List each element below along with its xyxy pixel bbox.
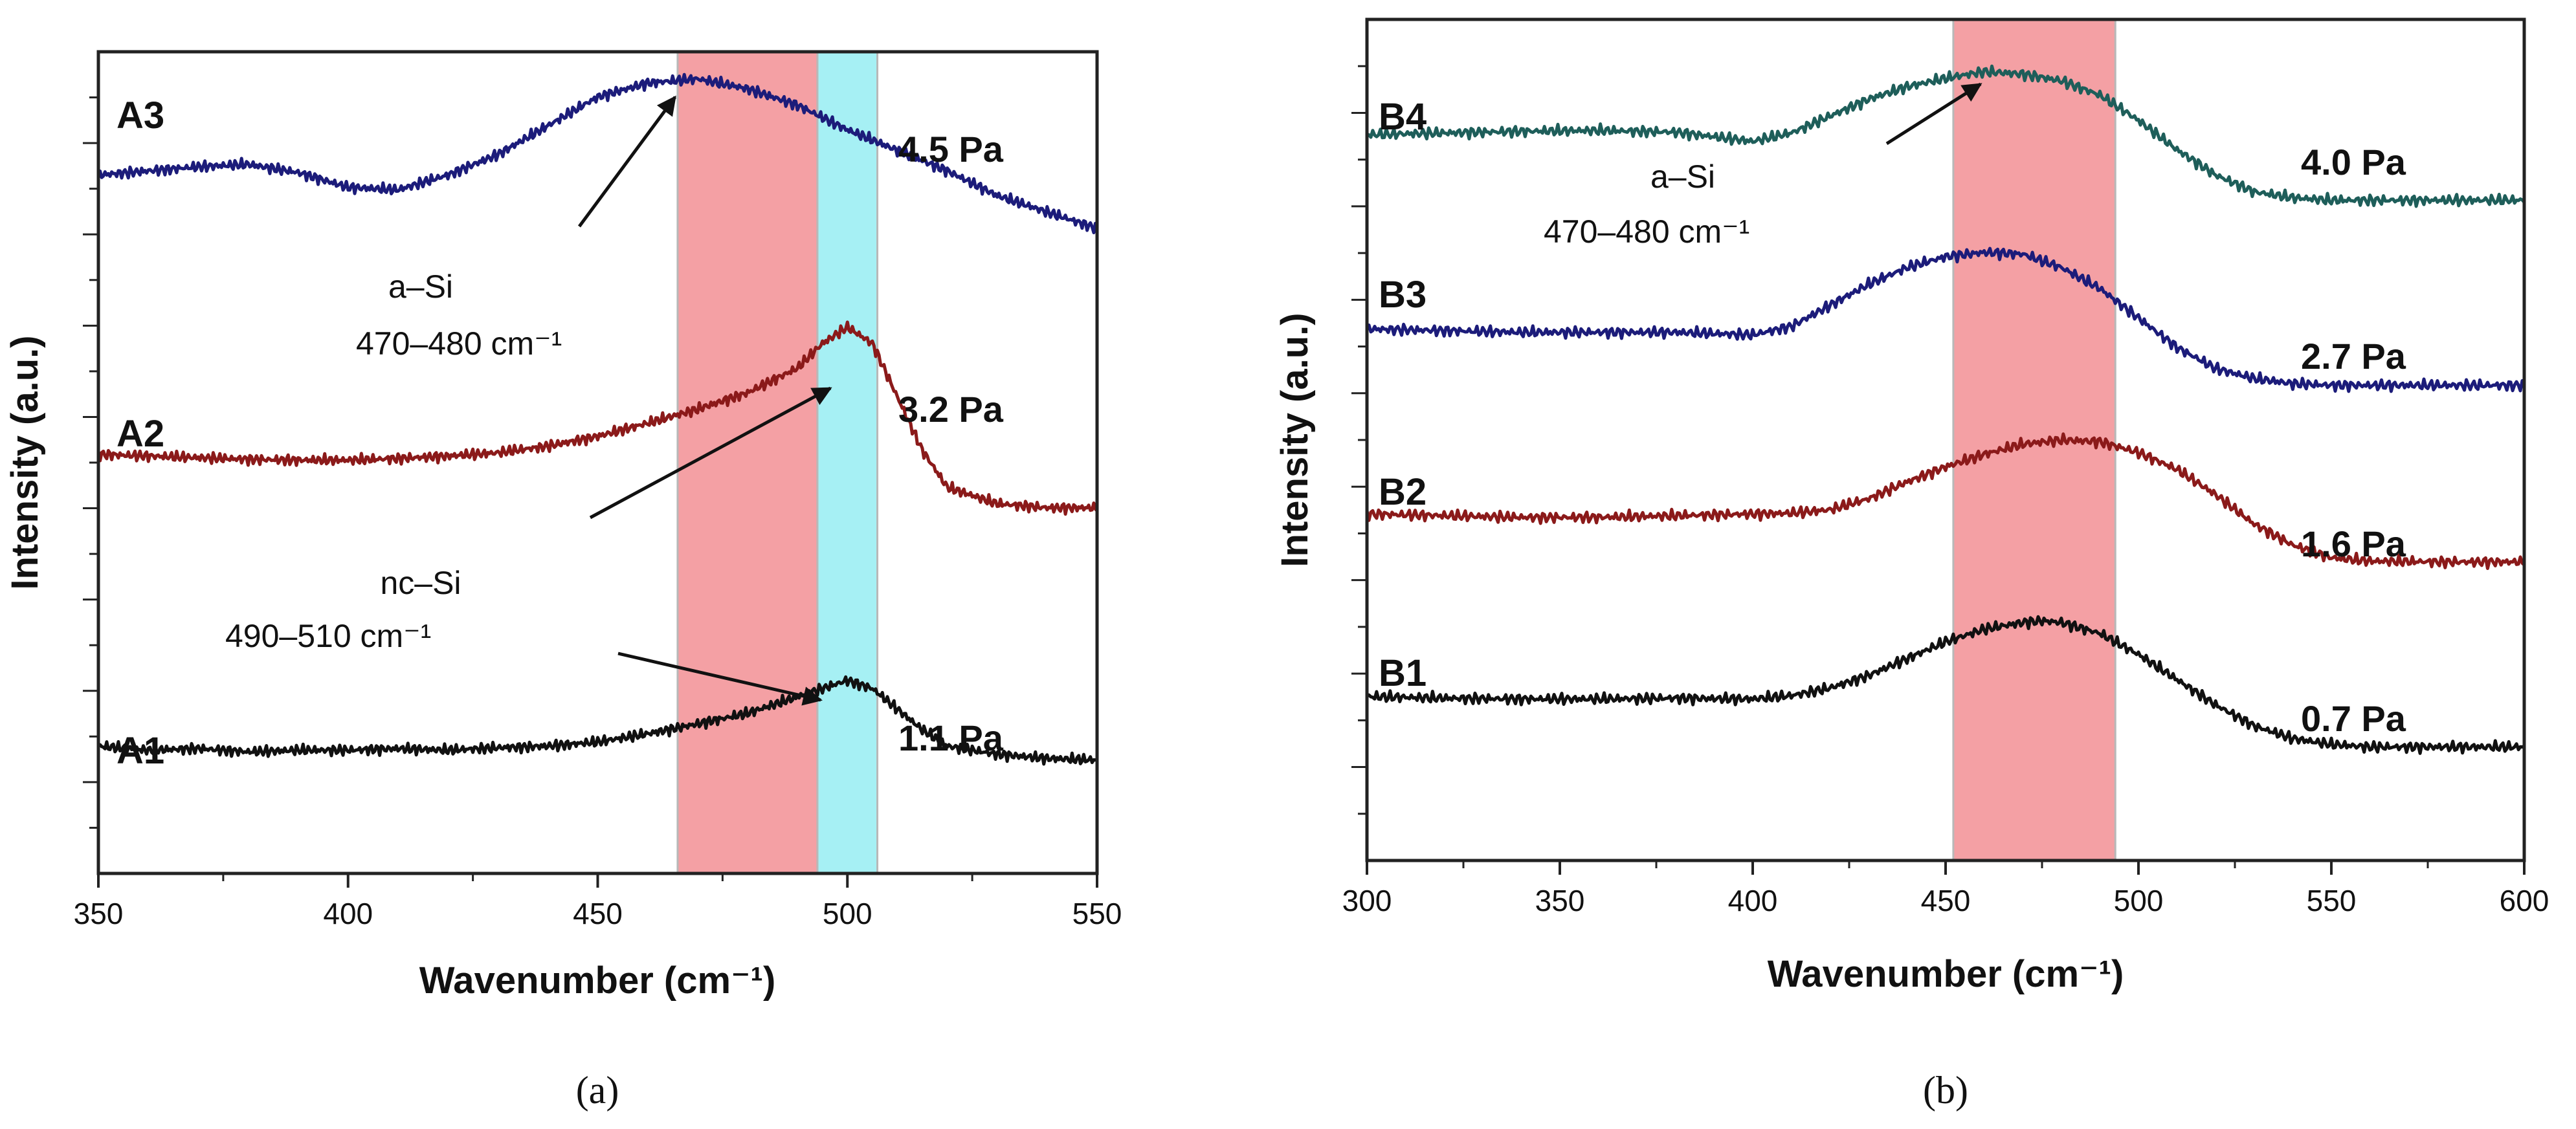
b-caption: (b) — [1923, 1069, 1968, 1112]
b-series-b1 — [1366, 615, 2526, 755]
b-x-ticks: 300 350 400 450 500 550 600 — [1342, 860, 2549, 917]
b-pressure-b4: 4.0 Pa — [2301, 142, 2406, 182]
a-series-a1 — [97, 675, 1098, 766]
a-annot-asi-range: 470–480 cm⁻¹ — [356, 325, 562, 362]
a-annot-ncsi-name: nc–Si — [380, 565, 461, 601]
b-label-b3: B3 — [1379, 274, 1427, 316]
a-band-1 — [816, 50, 879, 875]
b-label-b4: B4 — [1379, 96, 1427, 138]
b-y-axis-title: Intensity (a.u.) — [1274, 312, 1316, 567]
a-y-axis-title: Intensity (a.u.) — [4, 335, 46, 589]
b-series-b4 — [1366, 64, 2526, 208]
panel-a: 350 400 450 500 550 Wavenumber (cm⁻¹) Intens… — [4, 50, 1122, 1112]
a-arrow-nc-a2 — [589, 386, 832, 520]
b-series-b2 — [1365, 432, 2526, 570]
a-pressure-a2: 3.2 Pa — [898, 389, 1004, 430]
a-series-a3 — [96, 72, 1099, 235]
a-x-tick-label-350: 350 — [74, 897, 124, 930]
b-x-tick-label-300: 300 — [1342, 884, 1392, 917]
b-x-tick-label-550: 550 — [2307, 884, 2357, 917]
a-x-axis-title: Wavenumber (cm⁻¹) — [419, 959, 776, 1002]
b-x-tick-label-450: 450 — [1921, 884, 1971, 917]
a-annot-asi-name: a–Si — [388, 269, 453, 305]
b-x-tick-label-500: 500 — [2114, 884, 2164, 917]
b-y-ticks — [1351, 65, 1367, 815]
b-annot-asi-range: 470–480 cm⁻¹ — [1544, 214, 1749, 250]
a-arrow-asi — [577, 95, 677, 228]
a-pressure-a3: 4.5 Pa — [898, 129, 1004, 170]
b-x-axis-title: Wavenumber (cm⁻¹) — [1768, 953, 2124, 995]
b-annot-asi-name: a–Si — [1650, 159, 1715, 195]
a-label-a2: A2 — [117, 413, 164, 455]
b-x-tick-label-400: 400 — [1728, 884, 1778, 917]
a-arrow-nc-a1 — [617, 652, 823, 706]
a-label-a1: A1 — [117, 730, 164, 772]
a-caption: (a) — [576, 1069, 619, 1112]
a-x-tick-label-450: 450 — [573, 897, 623, 930]
b-x-tick-label-350: 350 — [1535, 884, 1585, 917]
b-arrow-asi — [1885, 82, 1982, 146]
b-pressure-b2: 1.6 Pa — [2301, 523, 2406, 564]
a-series-a2 — [96, 320, 1098, 516]
a-x-tick-label-400: 400 — [323, 897, 373, 930]
a-y-ticks — [83, 96, 98, 829]
b-label-b1: B1 — [1379, 652, 1427, 694]
a-annot-ncsi-range: 490–510 cm⁻¹ — [225, 618, 431, 654]
b-series-b3 — [1365, 247, 2526, 393]
a-label-a3: A3 — [117, 94, 164, 137]
a-series-layer — [96, 72, 1099, 766]
b-series-layer — [1365, 64, 2526, 755]
a-x-ticks: 350 400 450 500 550 — [74, 873, 1122, 930]
a-x-tick-label-550: 550 — [1072, 897, 1122, 930]
b-x-tick-label-600: 600 — [2500, 884, 2549, 917]
a-pressure-a1: 1.1 Pa — [898, 718, 1004, 758]
a-band-0 — [676, 50, 819, 875]
a-x-tick-label-500: 500 — [823, 897, 872, 930]
panel-b: 300 350 400 450 500 550 600 Wavenumber (cm⁻¹) … — [1274, 17, 2549, 1112]
b-label-b2: B2 — [1379, 471, 1427, 513]
b-pressure-b3: 2.7 Pa — [2301, 336, 2406, 377]
b-pressure-b1: 0.7 Pa — [2301, 698, 2406, 739]
a-band-layer — [676, 50, 879, 875]
